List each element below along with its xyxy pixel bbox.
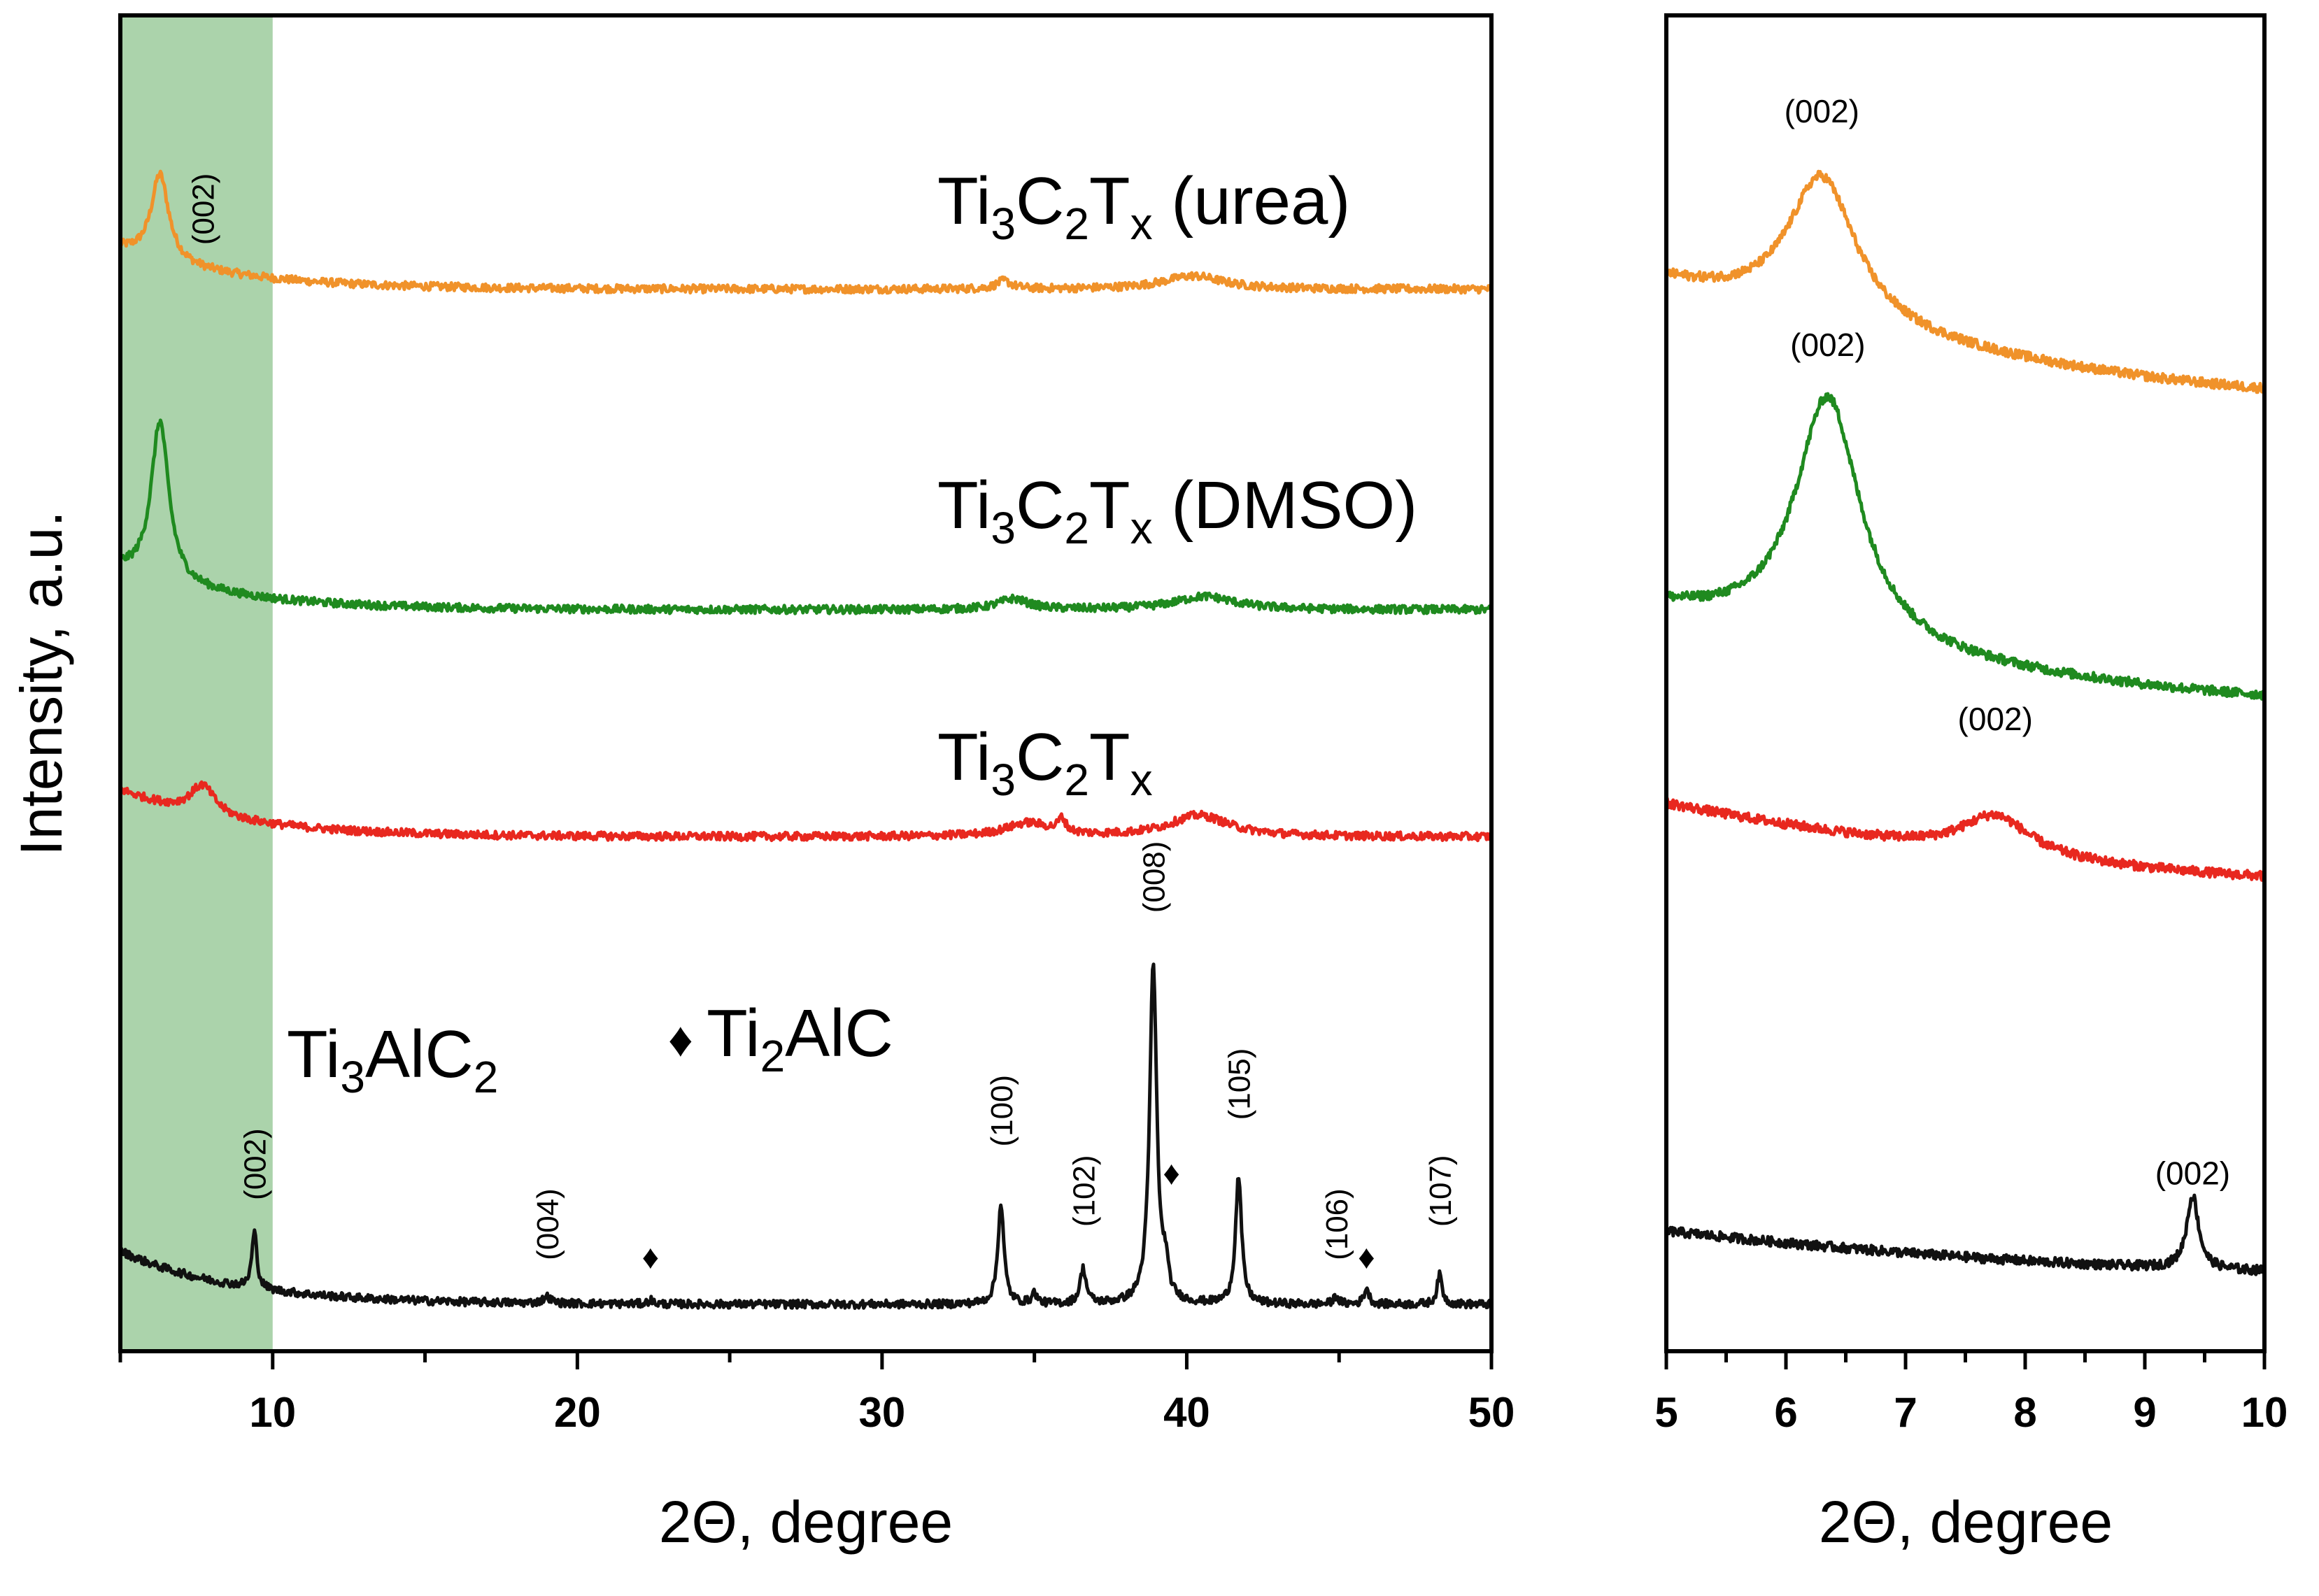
left-peak-label-3-2: (100)	[985, 1075, 1019, 1147]
right-x-axis: 5 6 7 8 9 10	[1654, 1351, 2288, 1436]
right-peak-label-0: (002)	[1785, 93, 1859, 129]
left-x-tick-label: 50	[1468, 1389, 1515, 1436]
ti2alc-marker-2: ♦	[1358, 1239, 1375, 1276]
left-annotations: (002)(002)(002)(002)(004)(100)(102)(008)…	[187, 164, 1458, 1276]
right-x-tick-label: 5	[1654, 1389, 1678, 1436]
right-x-tick-label: 10	[2241, 1389, 2288, 1436]
left-x-tick-label: 30	[859, 1389, 906, 1436]
left-peak-label-3-6: (106)	[1320, 1188, 1354, 1260]
series-label-3: Ti3AlC2	[287, 1017, 498, 1102]
left-series-line-3	[118, 962, 1493, 1310]
ti2alc-marker-0: ♦	[642, 1239, 660, 1276]
right-series-line-3	[1664, 1193, 2267, 1276]
left-x-tick-label: 10	[249, 1389, 296, 1436]
right-x-tick-label: 9	[2133, 1389, 2156, 1436]
y-axis-title: Intensity, a.u.	[8, 511, 74, 855]
left-peak-label-3-0: (002)	[239, 1128, 273, 1200]
right-panel: (002) (002) (002) (002) 5 6 7 8 9 10 2Θ, degree	[1654, 13, 2288, 1555]
left-x-axis-title: 2Θ, degree	[659, 1489, 953, 1555]
right-peak-label-1: (002)	[1790, 327, 1865, 363]
left-peak-label-3-7: (107)	[1424, 1155, 1458, 1227]
left-peak-label-3-1: (004)	[531, 1188, 565, 1260]
right-series-line-0	[1664, 169, 2266, 394]
left-x-axis: 10 20 30 40 50	[118, 1351, 1515, 1436]
low-angle-highlight-band	[122, 17, 273, 1349]
right-x-tick-label: 7	[1894, 1389, 1917, 1436]
right-x-tick-label: 8	[2013, 1389, 2036, 1436]
right-annotations: (002) (002) (002) (002)	[1785, 93, 2230, 1191]
left-peak-label-3-4: (008)	[1137, 841, 1172, 913]
left-peak-label-3-5: (105)	[1222, 1048, 1256, 1120]
left-traces	[118, 169, 1494, 1310]
ti2alc-marker-1: ♦	[1163, 1155, 1180, 1192]
series-label-1: Ti3C2Tx (DMSO)	[937, 468, 1417, 553]
right-series-line-1	[1664, 392, 2266, 701]
left-series-line-2	[119, 780, 1494, 843]
right-peak-label-3: (002)	[2155, 1155, 2230, 1191]
left-peak-label-2-0: (002)	[187, 173, 221, 245]
right-x-tick-label: 6	[1774, 1389, 1797, 1436]
left-x-tick-label: 40	[1163, 1389, 1210, 1436]
right-series-line-2	[1665, 797, 2267, 882]
left-x-tick-label: 20	[554, 1389, 601, 1436]
right-x-axis-title: 2Θ, degree	[1819, 1489, 2113, 1555]
left-peak-label-3-3: (102)	[1067, 1155, 1101, 1227]
left-panel: (002)(002)(002)(002)(004)(100)(102)(008)…	[8, 13, 1515, 1555]
series-label-2: Ti3C2Tx	[937, 720, 1153, 805]
left-series-line-0	[118, 169, 1493, 295]
right-peak-label-2: (002)	[1958, 701, 2033, 737]
left-series-line-1	[118, 418, 1493, 615]
ti2alc-legend: ♦ Ti2AlC	[668, 996, 893, 1081]
series-label-0: Ti3C2Tx (urea)	[937, 164, 1350, 249]
left-plot-frame	[118, 13, 1494, 1353]
right-traces	[1664, 169, 2267, 1276]
right-plot-frame	[1664, 13, 2267, 1353]
